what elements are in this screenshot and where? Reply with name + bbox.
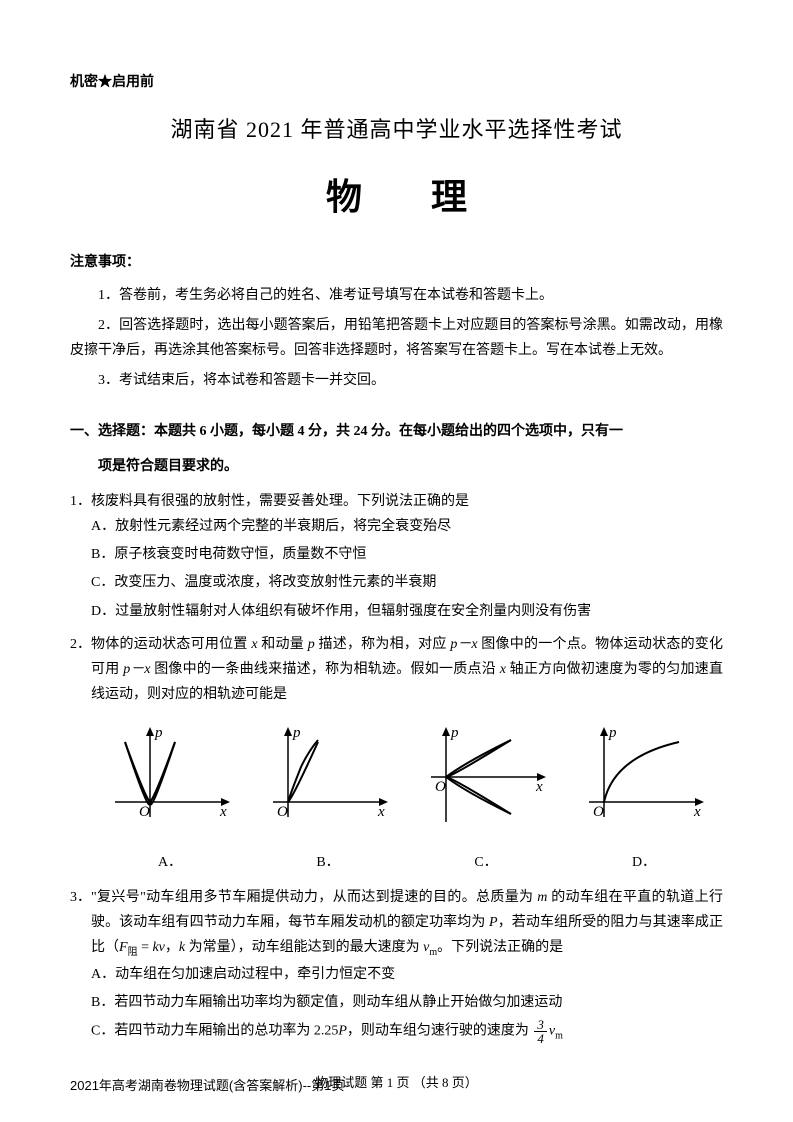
axis-x-label: x [219,804,227,820]
graph-b: p O x B． [258,722,398,874]
question-number: 1． [70,489,91,514]
variable-m: m [537,890,547,905]
question-text: "复兴号"动车组用多节车厢提供动力，从而达到提速的目的。总质量为 m 的动车组在… [91,885,723,962]
section-heading-line2: 项是符合题目要求的。 [70,454,723,479]
option-d: D．过量放射性辐射对人体组织有破坏作用，但辐射强度在安全剂量内则没有伤害 [91,599,723,624]
text-part: "复兴号"动车组用多节车厢提供动力，从而达到提速的目的。总质量为 [91,890,537,905]
question-1: 1． 核废料具有很强的放射性，需要妥善处理。下列说法正确的是 A．放射性元素经过… [70,489,723,624]
graph-b-svg: p O x [263,722,393,832]
notice-item: 2．回答选择题时，选出每小题答案后，用铅笔把答题卡上对应题目的答案标号涂黑。如需… [70,313,723,363]
text-part: 和动量 [258,637,308,652]
fraction-num: 3 [534,1018,547,1032]
graph-label-d: D． [574,850,714,875]
graph-label-b: B． [258,850,398,875]
fraction-den: 4 [534,1032,547,1045]
text-part: 为常量），动车组能达到的最大速度为 [185,940,423,955]
fraction: 34 [534,1018,547,1045]
origin-label: O [277,804,288,820]
question-3: 3． "复兴号"动车组用多节车厢提供动力，从而达到提速的目的。总质量为 m 的动… [70,885,723,1046]
confidential-label: 机密★启用前 [70,70,723,95]
sub-m: m [429,947,437,958]
section-heading: 一、选择题：本题共 6 小题，每小题 4 分，共 24 分。在每小题给出的四个选… [70,419,723,444]
variable-px: p－x [450,637,477,652]
graph-label-a: A． [100,850,240,875]
option-c: C．若四节动力车厢输出的总功率为 2.25P，则动车组匀速行驶的速度为 34vm [91,1018,723,1046]
text-part: 图像中的一条曲线来描述，称为相轨迹。假如一质点沿 [150,662,499,677]
bottom-label: 2021年高考湖南卷物理试题(含答案解析)--第1页 [70,1074,344,1097]
origin-label: O [593,804,604,820]
formula-F: F [119,940,128,955]
origin-label: O [139,804,150,820]
option-b: B．原子核衰变时电荷数守恒，质量数不守恒 [91,542,723,567]
variable-P: P [338,1024,347,1039]
axis-p-label: p [608,725,617,741]
graph-d: p O x D． [574,722,714,874]
variable-px: p－x [123,662,150,677]
graph-c-svg: p O x [421,722,551,832]
subject-title: 物 理 [70,165,723,230]
variable-p: p [308,637,315,652]
graphs-row: p O x A． p O x B． [70,722,723,874]
graph-label-c: C． [416,850,556,875]
option-b: B．若四节动力车厢输出功率均为额定值，则动车组从静止开始做匀加速运动 [91,990,723,1015]
axis-p-label: p [154,725,163,741]
text-part: 描述，称为相，对应 [315,637,451,652]
text-part: ， [165,940,179,955]
text-part: 。下列说法正确的是 [437,940,563,955]
axis-x-label: x [377,804,385,820]
formula-eq: = [138,940,153,955]
axis-x-label: x [535,779,543,795]
text-part: 物体的运动状态可用位置 [91,637,251,652]
graph-d-svg: p O x [579,722,709,832]
question-number: 3． [70,885,91,962]
option-a: A．动车组在匀加速启动过程中，牵引力恒定不变 [91,962,723,987]
graph-a-svg: p O x [105,722,235,832]
question-text: 核废料具有很强的放射性，需要妥善处理。下列说法正确的是 [91,489,723,514]
question-text: 物体的运动状态可用位置 x 和动量 p 描述，称为相，对应 p－x 图像中的一个… [91,632,723,708]
axis-p-label: p [292,725,301,741]
axis-p-label: p [450,725,459,741]
axis-x-label: x [693,804,701,820]
option-c-text: C．若四节动力车厢输出的总功率为 2.25 [91,1024,338,1039]
origin-label: O [435,779,446,795]
notice-title: 注意事项： [70,250,723,275]
main-title: 湖南省 2021 年普通高中学业水平选择性考试 [70,110,723,150]
sub-m: m [555,1031,563,1042]
formula-sub: 阻 [128,947,138,958]
option-c: C．改变压力、温度或浓度，将改变放射性元素的半衰期 [91,570,723,595]
option-c-text2: ，则动车组匀速行驶的速度为 [347,1024,529,1039]
graph-a: p O x A． [100,722,240,874]
question-number: 2． [70,632,91,708]
formula-kv: kv [152,940,164,955]
notice-item: 1．答卷前，考生务必将自己的姓名、准考证号填写在本试卷和答题卡上。 [70,283,723,308]
graph-c: p O x C． [416,722,556,874]
notice-item: 3．考试结束后，将本试卷和答题卡一并交回。 [70,368,723,393]
option-a: A．放射性元素经过两个完整的半衰期后，将完全衰变殆尽 [91,514,723,539]
variable-P: P [489,915,498,930]
question-2: 2． 物体的运动状态可用位置 x 和动量 p 描述，称为相，对应 p－x 图像中… [70,632,723,875]
